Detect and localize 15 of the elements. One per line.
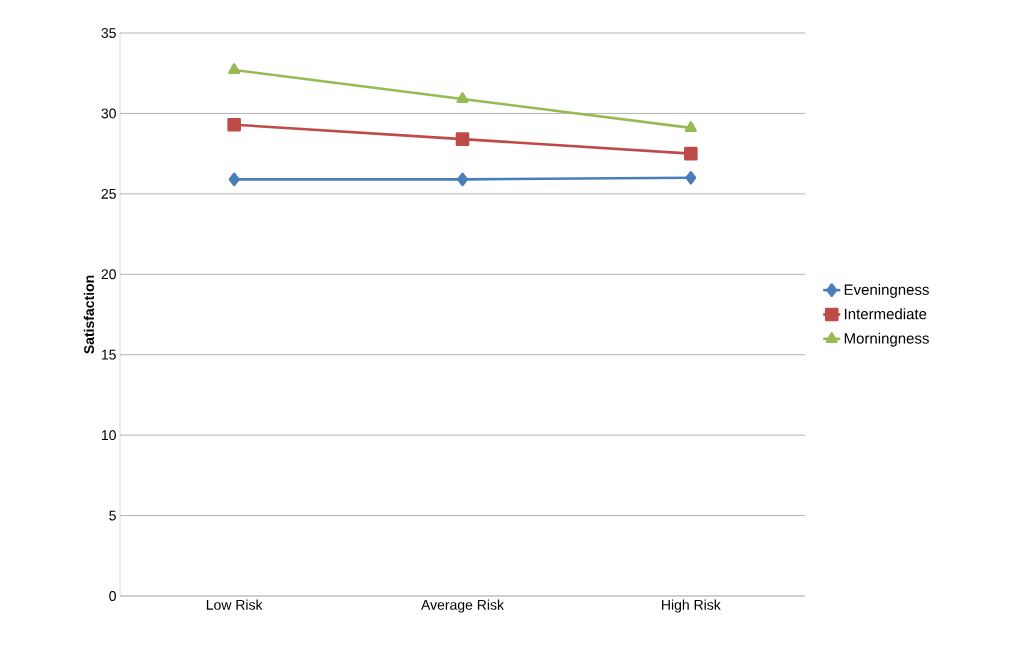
y-tick-label: 35: [101, 28, 116, 38]
y-tick-label: 5: [109, 510, 116, 521]
x-tick-label: Average Risk: [421, 599, 504, 613]
y-tick-label: 25: [101, 188, 116, 199]
legend-label: Morningness: [844, 332, 929, 347]
y-tick-label: 15: [101, 349, 116, 360]
x-tick-label: High Risk: [662, 599, 721, 613]
x-tick-label: Low Risk: [206, 599, 263, 610]
legend-label: Eveningness: [844, 283, 929, 298]
y-tick-label: 30: [101, 108, 116, 119]
y-tick-label: 0: [109, 591, 116, 601]
y-tick-label: 20: [101, 269, 116, 280]
legend-label: Intermediate: [844, 308, 927, 320]
y-axis-title: Satisfaction: [83, 275, 95, 354]
y-tick-label: 10: [101, 430, 116, 441]
